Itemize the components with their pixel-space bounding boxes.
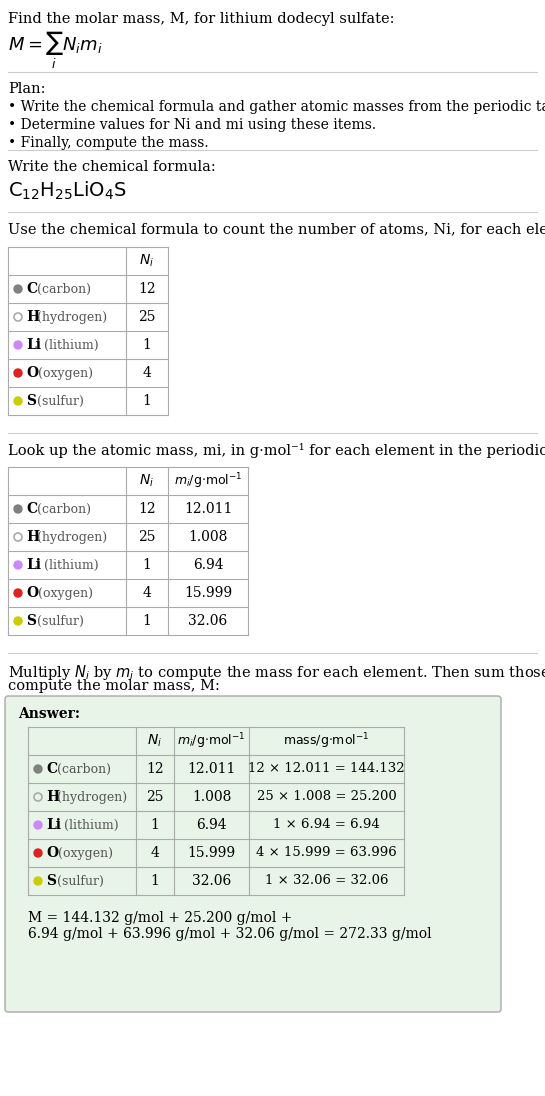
Text: Look up the atomic mass, mi, in g·mol⁻¹ for each element in the periodic table:: Look up the atomic mass, mi, in g·mol⁻¹ … [8, 443, 545, 458]
Text: $N_i$: $N_i$ [140, 472, 155, 489]
Text: (lithium): (lithium) [40, 559, 99, 571]
Text: Multiply $N_i$ by $m_i$ to compute the mass for each element. Then sum those val: Multiply $N_i$ by $m_i$ to compute the m… [8, 663, 545, 682]
FancyBboxPatch shape [5, 696, 501, 1012]
Text: 1.008: 1.008 [189, 530, 228, 544]
Text: • Finally, compute the mass.: • Finally, compute the mass. [8, 136, 209, 150]
Text: (lithium): (lithium) [40, 339, 99, 352]
Text: (carbon): (carbon) [53, 763, 111, 776]
Circle shape [14, 369, 22, 377]
Text: (carbon): (carbon) [33, 283, 91, 296]
Circle shape [14, 285, 22, 293]
Text: 12.011: 12.011 [187, 762, 235, 776]
Text: O: O [46, 846, 58, 860]
Text: 6.94: 6.94 [193, 558, 223, 572]
Circle shape [34, 849, 42, 857]
Text: 4: 4 [150, 846, 160, 860]
Text: H: H [26, 530, 39, 544]
Text: $M = \sum_{i} N_i m_i$: $M = \sum_{i} N_i m_i$ [8, 30, 102, 71]
Circle shape [14, 561, 22, 569]
Text: 32.06: 32.06 [192, 874, 231, 888]
Text: Li: Li [26, 558, 41, 572]
Text: M = 144.132 g/mol + 25.200 g/mol +: M = 144.132 g/mol + 25.200 g/mol + [28, 911, 292, 925]
Text: 1: 1 [150, 874, 160, 888]
Text: $\mathrm{C_{12}H_{25}LiO_4S}$: $\mathrm{C_{12}H_{25}LiO_4S}$ [8, 180, 127, 203]
Text: 1.008: 1.008 [192, 790, 231, 804]
Circle shape [34, 821, 42, 829]
Text: H: H [26, 310, 39, 324]
Text: • Determine values for Ni and mi using these items.: • Determine values for Ni and mi using t… [8, 118, 376, 132]
Text: 25: 25 [138, 530, 156, 544]
Text: C: C [26, 502, 37, 516]
Text: $\mathrm{mass/g{\cdot}mol^{-1}}$: $\mathrm{mass/g{\cdot}mol^{-1}}$ [283, 731, 370, 751]
Text: S: S [46, 874, 56, 888]
Text: Li: Li [46, 818, 61, 832]
Text: compute the molar mass, M:: compute the molar mass, M: [8, 680, 220, 693]
Text: H: H [46, 790, 59, 804]
Text: (sulfur): (sulfur) [33, 395, 84, 408]
Text: 1: 1 [143, 338, 152, 352]
Text: C: C [26, 282, 37, 296]
Text: 15.999: 15.999 [184, 586, 232, 600]
Text: 12: 12 [138, 282, 156, 296]
Text: (carbon): (carbon) [33, 502, 91, 515]
Text: (oxygen): (oxygen) [34, 366, 93, 379]
Text: Write the chemical formula:: Write the chemical formula: [8, 160, 216, 174]
Text: S: S [26, 393, 36, 408]
Text: (sulfur): (sulfur) [53, 875, 104, 888]
Text: S: S [26, 614, 36, 628]
Text: 12: 12 [138, 502, 156, 516]
Text: (oxygen): (oxygen) [54, 846, 113, 859]
Text: O: O [26, 366, 38, 380]
Circle shape [14, 341, 22, 349]
Text: O: O [26, 586, 38, 600]
Text: 12.011: 12.011 [184, 502, 232, 516]
Circle shape [34, 877, 42, 884]
Text: 6.94: 6.94 [196, 818, 227, 832]
Text: 1: 1 [143, 558, 152, 572]
Text: Plan:: Plan: [8, 82, 45, 96]
Text: 1 × 6.94 = 6.94: 1 × 6.94 = 6.94 [273, 819, 380, 832]
Text: 1 × 32.06 = 32.06: 1 × 32.06 = 32.06 [265, 875, 388, 888]
Text: 1: 1 [150, 818, 160, 832]
Text: Li: Li [26, 338, 41, 352]
Text: (hydrogen): (hydrogen) [53, 790, 127, 803]
Text: (oxygen): (oxygen) [34, 586, 93, 600]
Text: 15.999: 15.999 [187, 846, 235, 860]
Text: Answer:: Answer: [18, 707, 80, 721]
Text: 25: 25 [146, 790, 164, 804]
Text: $m_i/\mathrm{g{\cdot}mol^{-1}}$: $m_i/\mathrm{g{\cdot}mol^{-1}}$ [174, 471, 243, 491]
Circle shape [14, 397, 22, 406]
Circle shape [34, 765, 42, 773]
Text: Use the chemical formula to count the number of atoms, Ni, for each element:: Use the chemical formula to count the nu… [8, 222, 545, 236]
Text: Find the molar mass, M, for lithium dodecyl sulfate:: Find the molar mass, M, for lithium dode… [8, 12, 395, 26]
Text: 32.06: 32.06 [189, 614, 228, 628]
Circle shape [14, 617, 22, 625]
Text: C: C [46, 762, 57, 776]
Text: 12: 12 [146, 762, 164, 776]
Text: (hydrogen): (hydrogen) [33, 530, 107, 544]
Text: $m_i/\mathrm{g{\cdot}mol^{-1}}$: $m_i/\mathrm{g{\cdot}mol^{-1}}$ [177, 731, 246, 751]
Text: (lithium): (lithium) [60, 819, 119, 832]
Text: 1: 1 [143, 393, 152, 408]
Text: 4: 4 [143, 586, 152, 600]
Text: 12 × 12.011 = 144.132: 12 × 12.011 = 144.132 [248, 763, 405, 776]
Text: 25 × 1.008 = 25.200: 25 × 1.008 = 25.200 [257, 790, 396, 803]
Circle shape [14, 505, 22, 513]
Text: • Write the chemical formula and gather atomic masses from the periodic table.: • Write the chemical formula and gather … [8, 100, 545, 114]
Text: (hydrogen): (hydrogen) [33, 310, 107, 323]
Text: (sulfur): (sulfur) [33, 615, 84, 628]
Text: 4: 4 [143, 366, 152, 380]
Text: 1: 1 [143, 614, 152, 628]
Text: $N_i$: $N_i$ [148, 733, 162, 750]
Text: $N_i$: $N_i$ [140, 253, 155, 270]
Circle shape [14, 589, 22, 597]
Text: 25: 25 [138, 310, 156, 324]
Text: 4 × 15.999 = 63.996: 4 × 15.999 = 63.996 [256, 846, 397, 859]
Text: 6.94 g/mol + 63.996 g/mol + 32.06 g/mol = 272.33 g/mol: 6.94 g/mol + 63.996 g/mol + 32.06 g/mol … [28, 927, 432, 941]
